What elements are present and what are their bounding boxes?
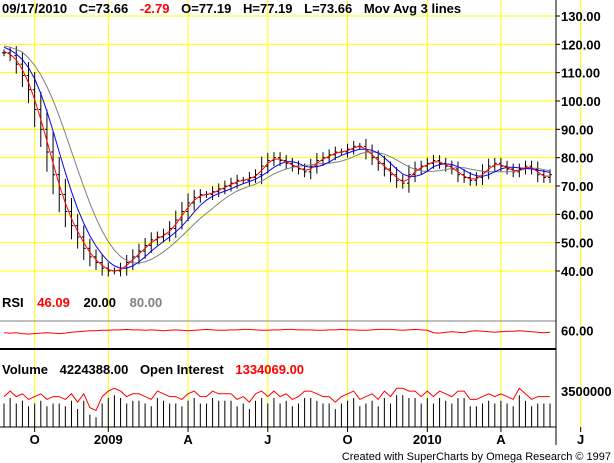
- volume-axis-ticks: 3500000: [561, 384, 612, 399]
- moving-average-mid: [3, 46, 551, 269]
- price-bars: [2, 46, 552, 277]
- moving-average-slow: [3, 45, 551, 264]
- month-label: O: [30, 432, 40, 447]
- price-tick-label: 100.00: [561, 94, 601, 109]
- price-tick-label: 50.00: [561, 236, 594, 251]
- volume-value: 4224388.00: [60, 362, 129, 377]
- header-date: 09/17/2010: [2, 1, 67, 16]
- month-label: 2009: [94, 432, 123, 447]
- month-label: J: [264, 432, 271, 447]
- price-tick-label: 110.00: [561, 66, 600, 81]
- rsi-label: RSI: [2, 295, 24, 310]
- rsi-axis-ticks: 60.00: [561, 323, 594, 338]
- rsi-value: 46.09: [37, 295, 70, 310]
- month-label: 2010: [413, 432, 442, 447]
- month-label: O: [342, 432, 352, 447]
- month-label: A: [183, 432, 193, 447]
- month-label: A: [496, 432, 506, 447]
- price-header: 09/17/2010 C=73.66 -2.79 O=77.19 H=77.19…: [2, 1, 461, 16]
- price-tick-label: 70.00: [561, 179, 594, 194]
- price-tick-label: 120.00: [561, 37, 601, 52]
- oi-label: Open Interest: [140, 362, 224, 377]
- oi-value: 1334069.00: [235, 362, 304, 377]
- volume-tick-label: 3500000: [561, 384, 612, 399]
- moving-average-fast: [3, 50, 550, 272]
- header-low: L=73.66: [304, 1, 352, 16]
- rsi-header: RSI 46.09 20.00 80.00: [2, 295, 162, 310]
- price-axis-ticks: 130.00 120.00 110.00 100.00 90.00 80.00 70.00 6…: [556, 9, 601, 279]
- volume-header: Volume 4224388.00 Open Interest 1334069.…: [2, 362, 304, 377]
- month-label: J: [577, 432, 584, 447]
- credit-text: Created with SuperCharts by Omega Resear…: [342, 451, 611, 463]
- price-tick-label: 130.00: [561, 9, 601, 24]
- volume-label: Volume: [2, 362, 48, 377]
- open-interest-line: [3, 387, 550, 412]
- price-tick-label: 60.00: [561, 207, 594, 222]
- rsi-line: [3, 328, 551, 335]
- rsi-lower: 20.00: [83, 295, 116, 310]
- rsi-tick-label: 60.00: [561, 323, 594, 338]
- price-tick-label: 80.00: [561, 151, 594, 166]
- header-close: C=73.66: [79, 1, 129, 16]
- header-change: -2.79: [140, 1, 170, 16]
- header-indicator: Mov Avg 3 lines: [364, 1, 461, 16]
- volume-bars: [3, 395, 551, 427]
- rsi-upper: 80.00: [130, 295, 163, 310]
- price-tick-label: 90.00: [561, 122, 594, 137]
- price-tick-label: 40.00: [561, 264, 594, 279]
- month-labels: O 2009 A J O 2010 A J: [30, 427, 584, 447]
- header-open: O=77.19: [181, 1, 231, 16]
- header-high: H=77.19: [243, 1, 293, 16]
